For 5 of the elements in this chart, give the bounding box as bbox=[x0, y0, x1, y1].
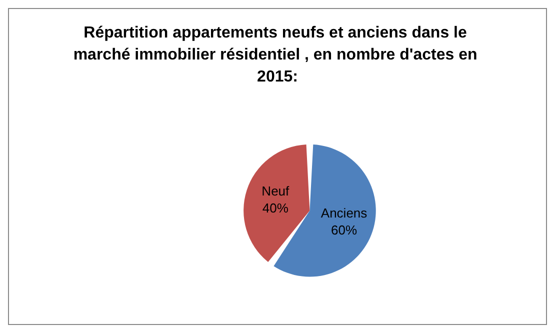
slice-label: Anciens bbox=[320, 206, 368, 221]
chart-title: Répartition appartements neufs et anciens dans le marché immobilier résidentiel , en nombre d'actes en 2015: bbox=[73, 24, 482, 86]
data-label: 60% bbox=[331, 222, 358, 238]
slice-label: Neuf bbox=[262, 183, 290, 198]
data-label: 40% bbox=[262, 200, 289, 216]
